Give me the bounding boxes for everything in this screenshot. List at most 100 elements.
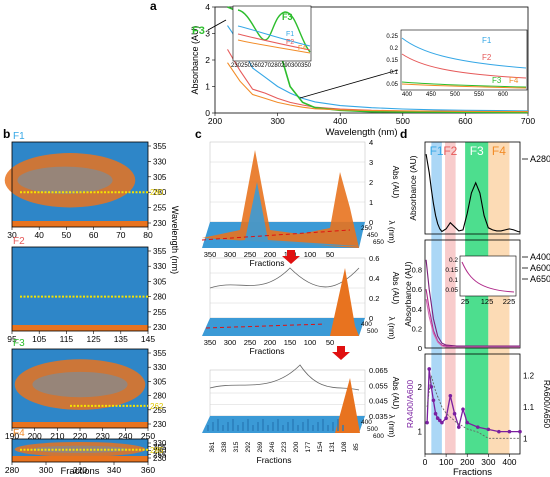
panel-label-c: c [195,127,202,141]
inset2-arrow [299,69,399,99]
data-point [427,367,432,371]
down-arrow [282,250,300,264]
x-tick-label: 60 [89,230,99,240]
series-line-A280 [425,154,521,233]
y-tick-label: 2 [205,55,210,65]
data-point [433,411,438,416]
y-tick-label: 355 [153,142,167,151]
data-point [440,420,444,425]
inset2-frame [400,29,528,91]
x-tick-label: 80 [143,230,153,240]
inset-x-tick-label: 350 [301,63,312,69]
x-tick-label: 100 [304,250,317,259]
data-point [486,427,491,432]
x-tick-label: 131 [329,441,336,452]
panel-label-b: b [3,127,10,141]
y-tick-label: 0.6 [412,285,422,294]
x-tick-label: 250 [244,250,257,259]
heatmap-band [12,456,148,462]
y-tick-label: 2 [369,178,373,187]
x-tick-label: 135 [114,334,128,344]
inset2-y-tick-label: 0.25 [386,34,398,40]
x-tick-label: 315 [233,441,240,452]
data-point [497,429,501,434]
y-tick-label: 0.065 [369,366,388,375]
z-tick-label: 500 [367,426,378,433]
x-axis-label: Fractions [250,346,285,356]
inset2-legend-label: F4 [509,76,519,85]
y2-tick-label: 1.2 [523,372,535,381]
x-tick-label: 30 [7,230,17,240]
y-tick-label: 2 [418,383,423,392]
y-tick-label: 255 [153,406,167,415]
y-tick-label: 0 [369,314,373,323]
x-tick-label: 250 [141,431,155,441]
band-F4 [488,142,510,454]
inset2-x-tick-label: 550 [474,92,485,98]
series-line-RA600/A650 [426,375,520,439]
plot-frame [424,353,521,455]
legend-label: A280 [530,154,550,164]
legend-label: A650 [530,274,550,284]
x-tick-label: 269 [257,441,264,452]
y-tick-label: 255 [153,450,167,459]
y-tick-label: 0.4 [412,305,422,314]
y-tick-label: 4 [369,138,373,147]
inset2-series-F4 [401,83,527,89]
inset-x-tick-label: 260 [251,63,262,69]
data-point [437,418,442,423]
y-tick-label: 280 [153,447,167,456]
heatmap-core [32,371,128,398]
y-tick-label: 280 [153,188,167,197]
band-label: F3 [470,144,484,158]
x-tick-label: 200 [460,457,474,467]
inset-arrow [207,19,227,31]
subplot-label: F3 [13,338,25,349]
plot-frame [424,239,521,349]
inset-y-tick-label: 0.15 [445,267,458,274]
inset-x-tick-label: 250 [241,63,252,69]
z-tick-label: 450 [367,232,378,239]
inset-x-tick-label: 125 [481,297,494,306]
y2-tick-label: 1 [523,434,528,443]
inset-series-F2 [237,33,311,51]
inset2-x-tick-label: 400 [402,92,413,98]
marker-label: 262 [150,402,164,411]
inset-y-tick-label: 0.2 [449,257,458,264]
x-tick-label: 100 [304,338,317,347]
x-tick-label: 350 [204,250,217,259]
chart-d: F1 F2 F3 F4 Absorbance (AU) A280 0 0.2 0.4 0.6 0.8… [403,141,550,477]
x-tick-label: 210 [50,431,64,441]
y-axis-label: Absorbance (AU) [403,261,413,326]
z-axis-label: λ (nm) [387,221,396,244]
x-tick-label: 300 [271,116,285,126]
marker-label: 280 [150,188,164,197]
y-tick-label: 4 [205,2,210,12]
y-tick-label: 0.055 [369,381,388,390]
x-tick-label: 361 [209,441,216,452]
x-tick-label: 220 [73,431,87,441]
x-tick-label: 340 [107,465,121,475]
legend-label: A400 [530,252,550,262]
inset-x-tick-label: 280 [271,63,282,69]
x-tick-label: 105 [32,334,46,344]
inset-frame [459,255,517,297]
x-tick-label: 292 [245,441,252,452]
inset-x-tick-label: 25 [461,297,469,306]
inset-series [461,261,515,293]
x-tick-label: 500 [396,116,410,126]
x-tick-label: 300 [39,465,53,475]
data-point [448,394,453,398]
x-tick-label: 200 [264,338,277,347]
heatmap-F3: F3 355 330 305 280 255 230 190 200 210 220 230 240 25… [5,338,167,441]
inset-legend-label: F2 [286,39,294,46]
band-label: F1 [430,144,444,158]
inset2-legend-label: F3 [492,76,502,85]
data-point [461,407,465,412]
y-tick-label: 0.4 [369,274,379,283]
x-tick-label: 108 [341,441,348,452]
legend-label: A600 [530,263,550,273]
y-axis-label: Absorbance (AU) [408,155,418,220]
